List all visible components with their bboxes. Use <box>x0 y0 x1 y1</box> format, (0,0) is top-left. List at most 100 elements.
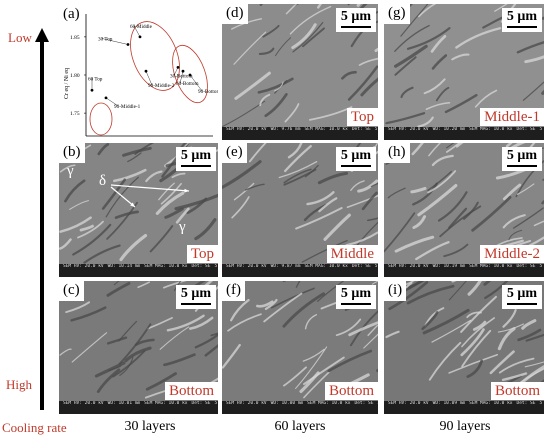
panel-a-ytick-label: 1.85 <box>70 35 80 41</box>
sem-feature <box>227 313 262 332</box>
sem-feature <box>448 281 467 301</box>
panel-a-point-label: 60-Bottom <box>176 81 198 87</box>
cooling-rate-label: Cooling rate <box>2 420 67 435</box>
panel-i-label: (i) <box>384 281 407 301</box>
sem-feature <box>177 143 187 151</box>
panel-a-ytick-label: 1.80 <box>70 73 80 79</box>
sem-feature <box>327 349 373 373</box>
sem-feature <box>119 356 134 376</box>
sem-info-text: Det: SE <box>354 401 374 406</box>
panel-e-label: (e) <box>222 143 247 163</box>
sem-info-text: Det: SE <box>516 127 536 132</box>
panel-a-point-label: 90-Middle-2 <box>148 83 175 89</box>
sem-feature <box>283 366 307 387</box>
sem-feature <box>323 213 351 241</box>
sem-feature <box>134 143 155 155</box>
sem-feature <box>222 343 241 369</box>
panel-a-point-label: 60-Middle <box>130 24 153 30</box>
sem-feature <box>418 4 437 18</box>
sem-feature <box>422 308 470 335</box>
position-label: Bottom <box>490 382 544 400</box>
sem-feature <box>521 319 537 330</box>
panel-a-leader-line <box>101 38 129 45</box>
sem-feature <box>163 281 187 289</box>
sem-feature <box>146 317 173 330</box>
sem-feature <box>59 238 72 250</box>
scale-bar-label: 5 μm <box>340 148 371 163</box>
sem-feature <box>411 143 424 156</box>
sem-info-text: Det: SE <box>191 401 211 406</box>
sem-info-text: Det: SE <box>351 264 371 269</box>
sem-info-text: SEM HV: 20.0 kV <box>226 264 267 269</box>
sem-feature <box>59 216 92 233</box>
sem-feature <box>417 116 434 128</box>
sem-feature <box>59 164 76 173</box>
sem-feature <box>257 77 294 94</box>
panel-a-ylabel: Cr eq / Ni eq <box>64 68 70 99</box>
sem-feature <box>349 310 378 347</box>
sem-feature <box>317 281 344 302</box>
column-label-90: 90 layers <box>439 419 491 434</box>
sem-feature <box>114 210 140 219</box>
sem-info-text: SEM MAG: 10.0 kx <box>304 264 348 269</box>
sem-feature <box>431 154 454 167</box>
sem-feature <box>79 224 94 232</box>
sem-feature <box>427 170 452 192</box>
sem-feature <box>460 328 485 357</box>
sem-info-text: SEM HV: 20.0 kV <box>388 401 429 406</box>
sem-feature <box>59 348 72 356</box>
sem-feature <box>112 168 147 183</box>
sem-info-text: 5 μm <box>374 127 378 132</box>
sem-feature <box>394 56 417 76</box>
sem-info-text: WD: 10.14 mm <box>107 264 141 269</box>
sem-feature <box>295 346 328 389</box>
sem-feature <box>137 281 151 289</box>
position-label: Bottom <box>324 382 378 400</box>
sem-feature <box>524 361 544 368</box>
sem-feature <box>412 182 438 206</box>
sem-info-text: 5 μm <box>539 401 544 406</box>
sem-info-text: SEM HV: 20.0 kV <box>226 401 267 406</box>
sem-feature <box>289 5 332 35</box>
sem-info-text: WD: 10.01 mm <box>107 401 141 406</box>
sem-feature <box>394 44 428 68</box>
sem-info-text: WD: 10.00 mm <box>270 401 304 406</box>
panel-a-point-label: 30-Bottom <box>170 73 192 79</box>
sem-feature <box>371 281 378 285</box>
sem-info-text: 5 μm <box>539 264 544 269</box>
sem-info-text: 5 μm <box>214 264 218 269</box>
sem-feature <box>231 196 250 219</box>
sem-feature <box>435 86 450 102</box>
sem-feature <box>204 344 218 357</box>
sem-feature <box>262 24 280 38</box>
sem-feature <box>516 41 544 54</box>
sem-feature <box>445 143 461 153</box>
sem-info-text: WD: 9.87 mm <box>270 264 301 269</box>
sem-feature <box>410 186 427 194</box>
sem-info-text: WD: 10.19 mm <box>432 264 466 269</box>
sem-feature <box>400 4 429 37</box>
sem-feature <box>471 196 512 232</box>
panel-a-ytick-label: 1.75 <box>70 111 80 117</box>
sem-feature <box>431 319 472 343</box>
panel-a-point-label: 60 Top <box>88 76 103 82</box>
sem-feature <box>528 236 544 247</box>
sem-feature <box>71 332 108 363</box>
sem-feature <box>347 65 378 101</box>
sem-feature <box>113 281 120 286</box>
scale-bar-line <box>180 165 211 167</box>
sem-feature <box>106 336 128 345</box>
sem-info-text: SEM MAG: 10.0 kx <box>469 264 513 269</box>
sem-feature <box>174 193 218 211</box>
sem-feature <box>451 53 470 61</box>
sem-feature <box>149 225 174 253</box>
sem-feature <box>230 298 250 322</box>
sem-feature <box>385 330 400 339</box>
sem-feature <box>163 353 196 367</box>
sem-feature <box>455 143 464 148</box>
sem-feature <box>259 93 271 107</box>
sem-feature <box>317 171 349 185</box>
sem-info-text: SEM HV: 20.0 kV <box>388 127 429 132</box>
sem-feature <box>512 207 544 229</box>
sem-feature <box>301 27 325 48</box>
